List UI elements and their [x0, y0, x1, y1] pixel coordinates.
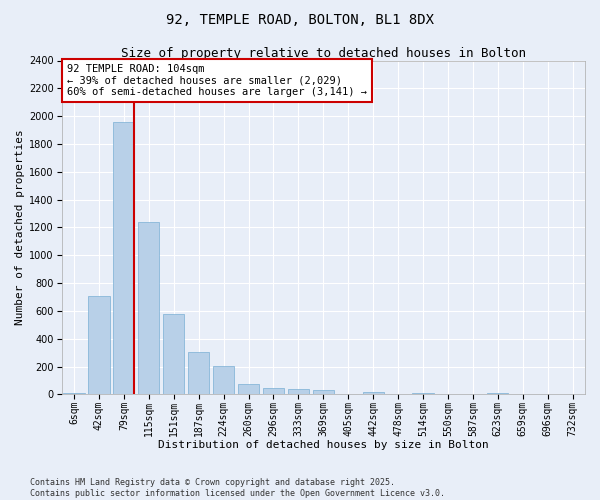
X-axis label: Distribution of detached houses by size in Bolton: Distribution of detached houses by size …	[158, 440, 488, 450]
Bar	[113, 122, 134, 394]
Bar	[313, 390, 334, 394]
Bar	[138, 222, 160, 394]
Bar	[163, 314, 184, 394]
Bar	[188, 352, 209, 395]
Bar	[213, 366, 234, 394]
Bar	[263, 388, 284, 394]
Bar	[88, 296, 110, 394]
Title: Size of property relative to detached houses in Bolton: Size of property relative to detached ho…	[121, 48, 526, 60]
Y-axis label: Number of detached properties: Number of detached properties	[15, 130, 25, 326]
Bar	[288, 390, 309, 394]
Text: Contains HM Land Registry data © Crown copyright and database right 2025.
Contai: Contains HM Land Registry data © Crown c…	[30, 478, 445, 498]
Bar	[362, 392, 384, 394]
Bar	[238, 384, 259, 394]
Bar	[412, 393, 434, 394]
Bar	[487, 393, 508, 394]
Bar	[64, 393, 85, 394]
Text: 92, TEMPLE ROAD, BOLTON, BL1 8DX: 92, TEMPLE ROAD, BOLTON, BL1 8DX	[166, 12, 434, 26]
Text: 92 TEMPLE ROAD: 104sqm
← 39% of detached houses are smaller (2,029)
60% of semi-: 92 TEMPLE ROAD: 104sqm ← 39% of detached…	[67, 64, 367, 97]
